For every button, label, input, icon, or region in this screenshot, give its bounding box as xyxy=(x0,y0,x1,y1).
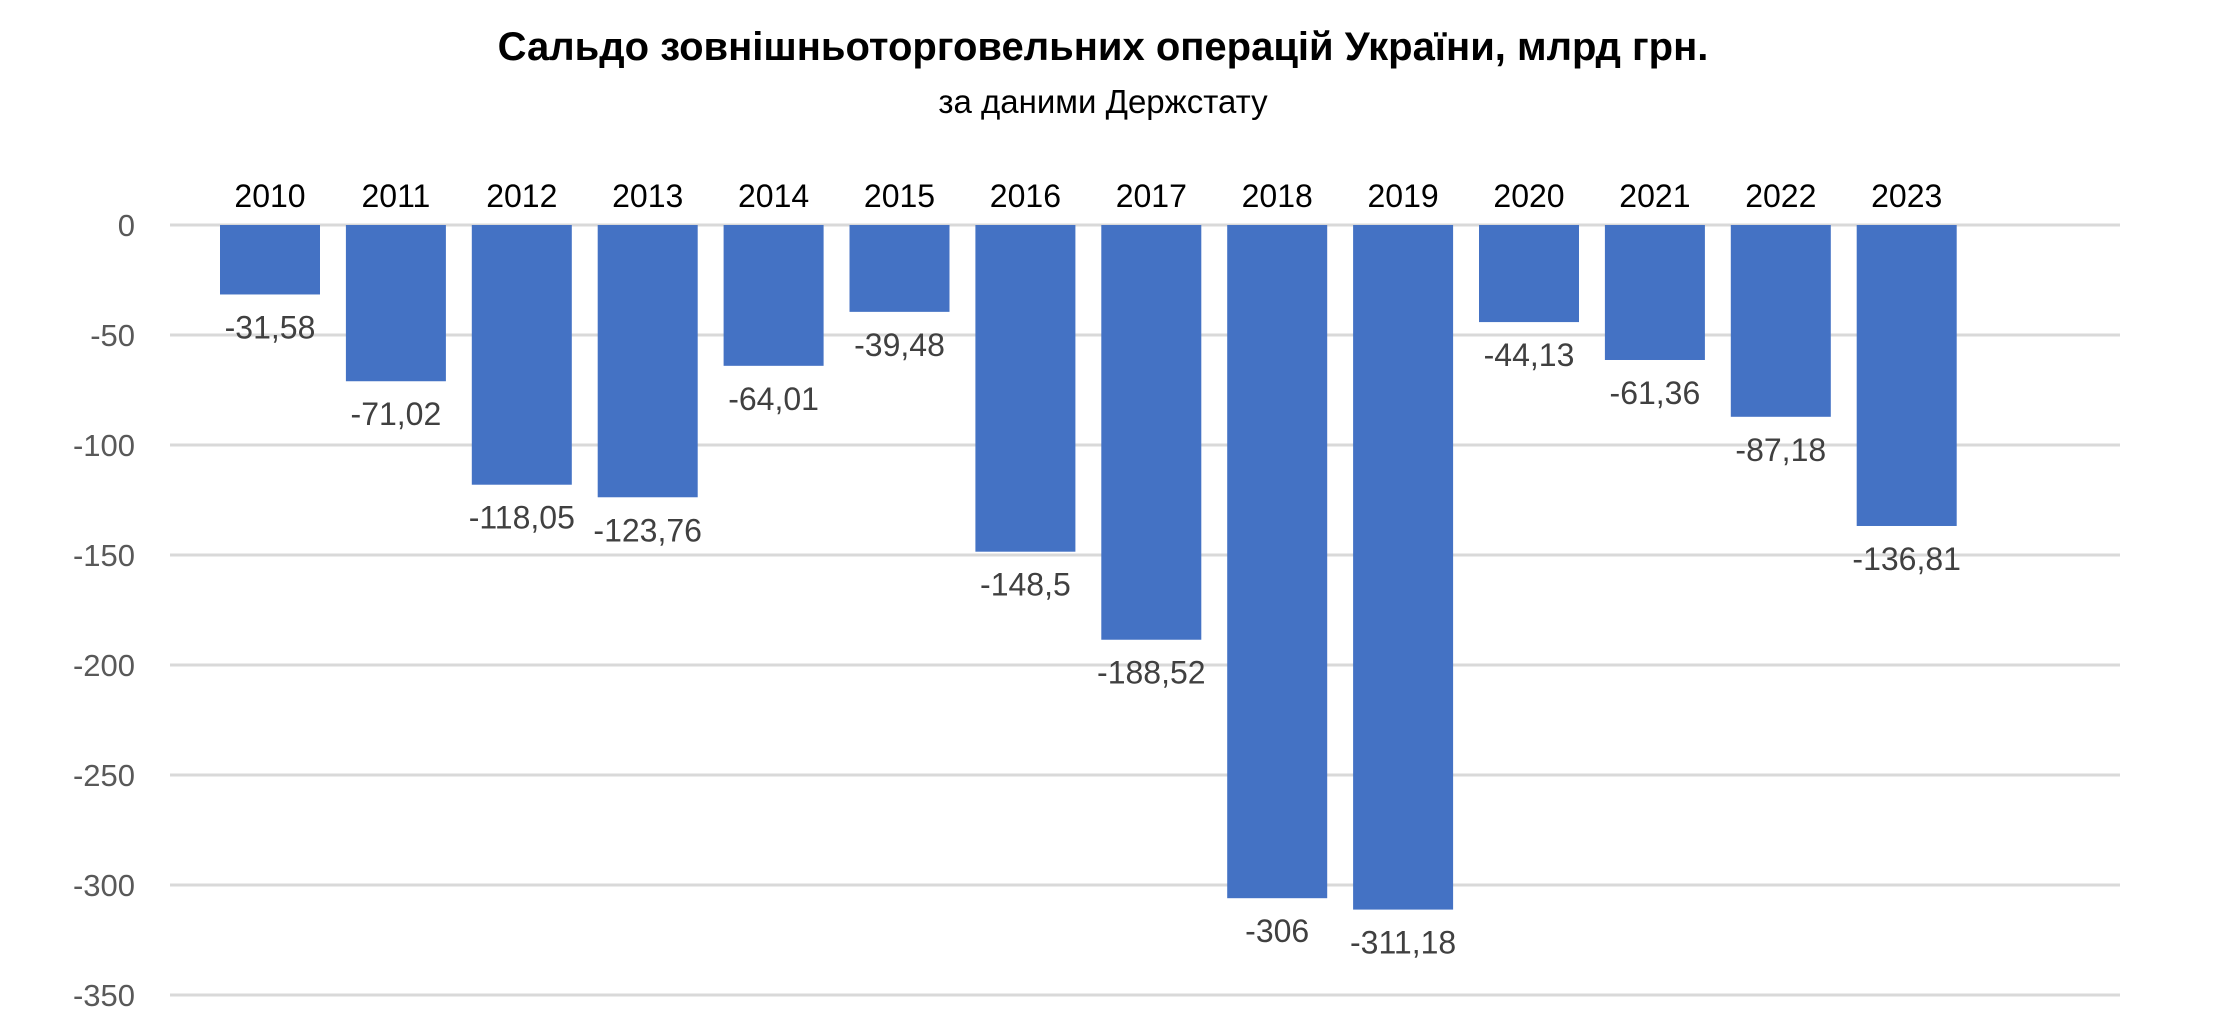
chart-title: Сальдо зовнішньоторговельних операцій Ук… xyxy=(498,25,1709,69)
x-tick-label: 2012 xyxy=(486,178,557,214)
bar xyxy=(849,225,950,312)
y-tick-label: -200 xyxy=(73,648,135,683)
data-label: -87,18 xyxy=(1735,432,1826,468)
x-tick-label: 2019 xyxy=(1368,178,1439,214)
bar xyxy=(471,225,572,485)
bar xyxy=(975,225,1076,552)
y-tick-label: -50 xyxy=(90,318,135,353)
bars xyxy=(220,225,1957,910)
y-tick-label: -150 xyxy=(73,538,135,573)
data-label: -44,13 xyxy=(1484,337,1575,373)
bar xyxy=(723,225,824,366)
data-label: -306 xyxy=(1245,913,1309,949)
y-axis-tick-labels: 0 -50 -100 -150 -200 -250 -300 -350 xyxy=(73,208,135,1013)
y-tick-label: -350 xyxy=(73,978,135,1013)
data-label: -123,76 xyxy=(593,512,702,548)
x-tick-label: 2018 xyxy=(1242,178,1313,214)
data-label: -188,52 xyxy=(1097,655,1206,691)
x-tick-label: 2022 xyxy=(1745,178,1816,214)
x-tick-label: 2016 xyxy=(990,178,1061,214)
x-tick-label: 2011 xyxy=(361,178,430,214)
chart-subtitle: за даними Держстату xyxy=(938,83,1268,120)
data-label: -31,58 xyxy=(225,309,316,345)
data-label: -148,5 xyxy=(980,567,1071,603)
x-tick-label: 2014 xyxy=(738,178,809,214)
data-label: -39,48 xyxy=(854,327,945,363)
x-axis-tick-labels: 2010 2011 2012 2013 2014 2015 2016 2017 2018 2019… xyxy=(234,178,1942,214)
x-tick-label: 2017 xyxy=(1116,178,1187,214)
bar xyxy=(597,225,698,498)
x-tick-label: 2015 xyxy=(864,178,935,214)
bar xyxy=(345,225,446,382)
x-tick-label: 2020 xyxy=(1493,178,1564,214)
bar xyxy=(1353,225,1454,910)
data-label: -136,81 xyxy=(1852,541,1961,577)
data-label: -118,05 xyxy=(469,500,575,536)
data-label: -311,18 xyxy=(1350,925,1456,961)
bar xyxy=(1604,225,1705,360)
bar xyxy=(1479,225,1579,323)
x-tick-label: 2010 xyxy=(234,178,305,214)
bar xyxy=(220,225,320,295)
data-label: -71,02 xyxy=(351,396,442,432)
y-tick-label: -300 xyxy=(73,868,135,903)
data-label: -64,01 xyxy=(728,381,819,417)
bar xyxy=(1730,225,1831,417)
y-tick-label: 0 xyxy=(118,208,135,243)
bar xyxy=(1227,225,1328,899)
y-tick-label: -250 xyxy=(73,758,135,793)
data-labels: -31,58 -71,02 -118,05 -123,76 -64,01 -39,48 -1… xyxy=(225,309,1961,960)
y-tick-label: -100 xyxy=(73,428,135,463)
x-tick-label: 2021 xyxy=(1619,178,1690,214)
data-label: -61,36 xyxy=(1610,375,1701,411)
bar xyxy=(1856,225,1957,526)
x-tick-label: 2023 xyxy=(1871,178,1942,214)
x-tick-label: 2013 xyxy=(612,178,683,214)
bar xyxy=(1101,225,1202,640)
